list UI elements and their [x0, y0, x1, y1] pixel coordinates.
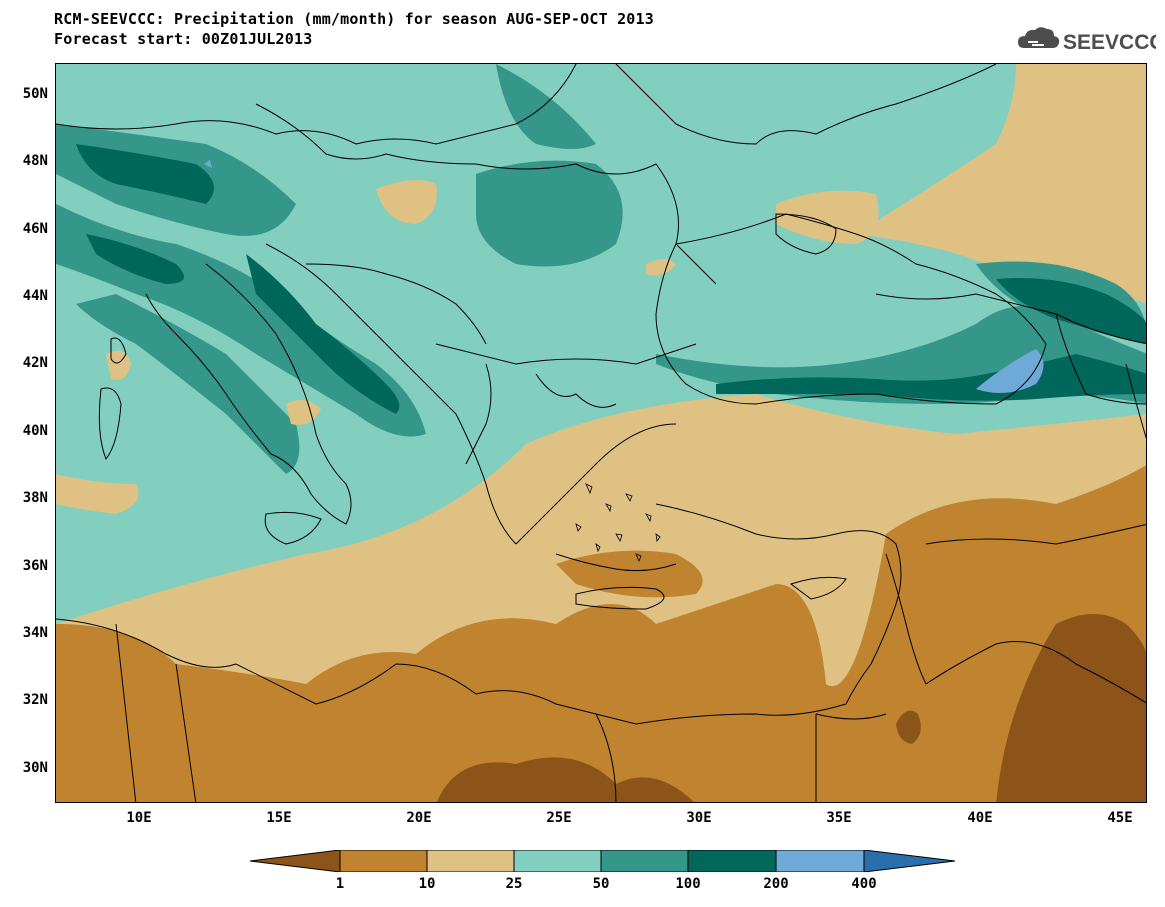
dry-zone-anatolia [526, 434, 896, 548]
map-canvas [56, 64, 1146, 802]
colorbar-segment-25-50 [513, 849, 602, 873]
lon-label-35e: 35E [826, 810, 852, 826]
lat-label-48n: 48N [22, 153, 48, 169]
precipitation-map [55, 63, 1147, 803]
colorbar-segment-200-400 [775, 849, 865, 873]
lat-label-30n: 30N [22, 760, 48, 776]
forecast-start-label: Forecast start: 00Z01JUL2013 [54, 30, 313, 48]
lon-label-45e: 45E [1107, 810, 1133, 826]
lat-label-42n: 42N [22, 355, 48, 371]
very-wet-zone-dinaric [246, 254, 400, 414]
dry-zone-northeast [856, 64, 1146, 304]
seevccc-logo: SEEVCCC [1016, 22, 1165, 58]
colorbar-segment-50-100 [600, 849, 689, 873]
lat-label-50n: 50N [22, 86, 48, 102]
wet-zone-carpathians [476, 160, 623, 267]
colorbar-label-100: 100 [675, 876, 701, 892]
lat-label-38n: 38N [22, 490, 48, 506]
colorbar-segment-above-400 [863, 849, 956, 873]
extreme-wet-zone-georgia [976, 349, 1044, 393]
map-title: RCM-SEEVCCC: Precipitation (mm/month) fo… [54, 10, 654, 28]
precipitation-colorbar [249, 849, 956, 873]
lat-label-46n: 46N [22, 221, 48, 237]
lon-label-15e: 15E [266, 810, 292, 826]
colorbar-label-200: 200 [763, 876, 789, 892]
arid-zone-south [56, 465, 1146, 802]
wet-zone-apennines [76, 294, 300, 474]
lat-label-36n: 36N [22, 558, 48, 574]
colorbar-segment-100-200 [687, 849, 777, 873]
colorbar-segment-below-1 [249, 849, 341, 873]
cloud-icon: SEEVCCC [1018, 27, 1165, 54]
lon-label-25e: 25E [546, 810, 572, 826]
colorbar-label-50: 50 [592, 876, 610, 892]
colorbar-segment-10-25 [426, 849, 515, 873]
lat-label-44n: 44N [22, 288, 48, 304]
lon-label-10e: 10E [126, 810, 152, 826]
lat-label-32n: 32N [22, 692, 48, 708]
colorbar-label-25: 25 [505, 876, 523, 892]
coastlines [56, 213, 1146, 725]
logo-text: SEEVCCC [1063, 31, 1156, 54]
lon-label-40e: 40E [967, 810, 993, 826]
lat-label-40n: 40N [22, 423, 48, 439]
colorbar-label-1: 1 [335, 876, 345, 892]
aegean-islands [575, 483, 661, 563]
colorbar-label-400: 400 [851, 876, 877, 892]
colorbar-graphic [249, 849, 956, 873]
very-dry-zone-libya-egypt [436, 757, 694, 802]
lon-label-20e: 20E [406, 810, 432, 826]
colorbar-segment-1-10 [339, 849, 428, 873]
country-borders [56, 64, 1146, 802]
lat-label-34n: 34N [22, 625, 48, 641]
very-dry-zone-arabia [996, 614, 1146, 802]
colorbar-label-10: 10 [418, 876, 436, 892]
lon-label-30e: 30E [686, 810, 712, 826]
